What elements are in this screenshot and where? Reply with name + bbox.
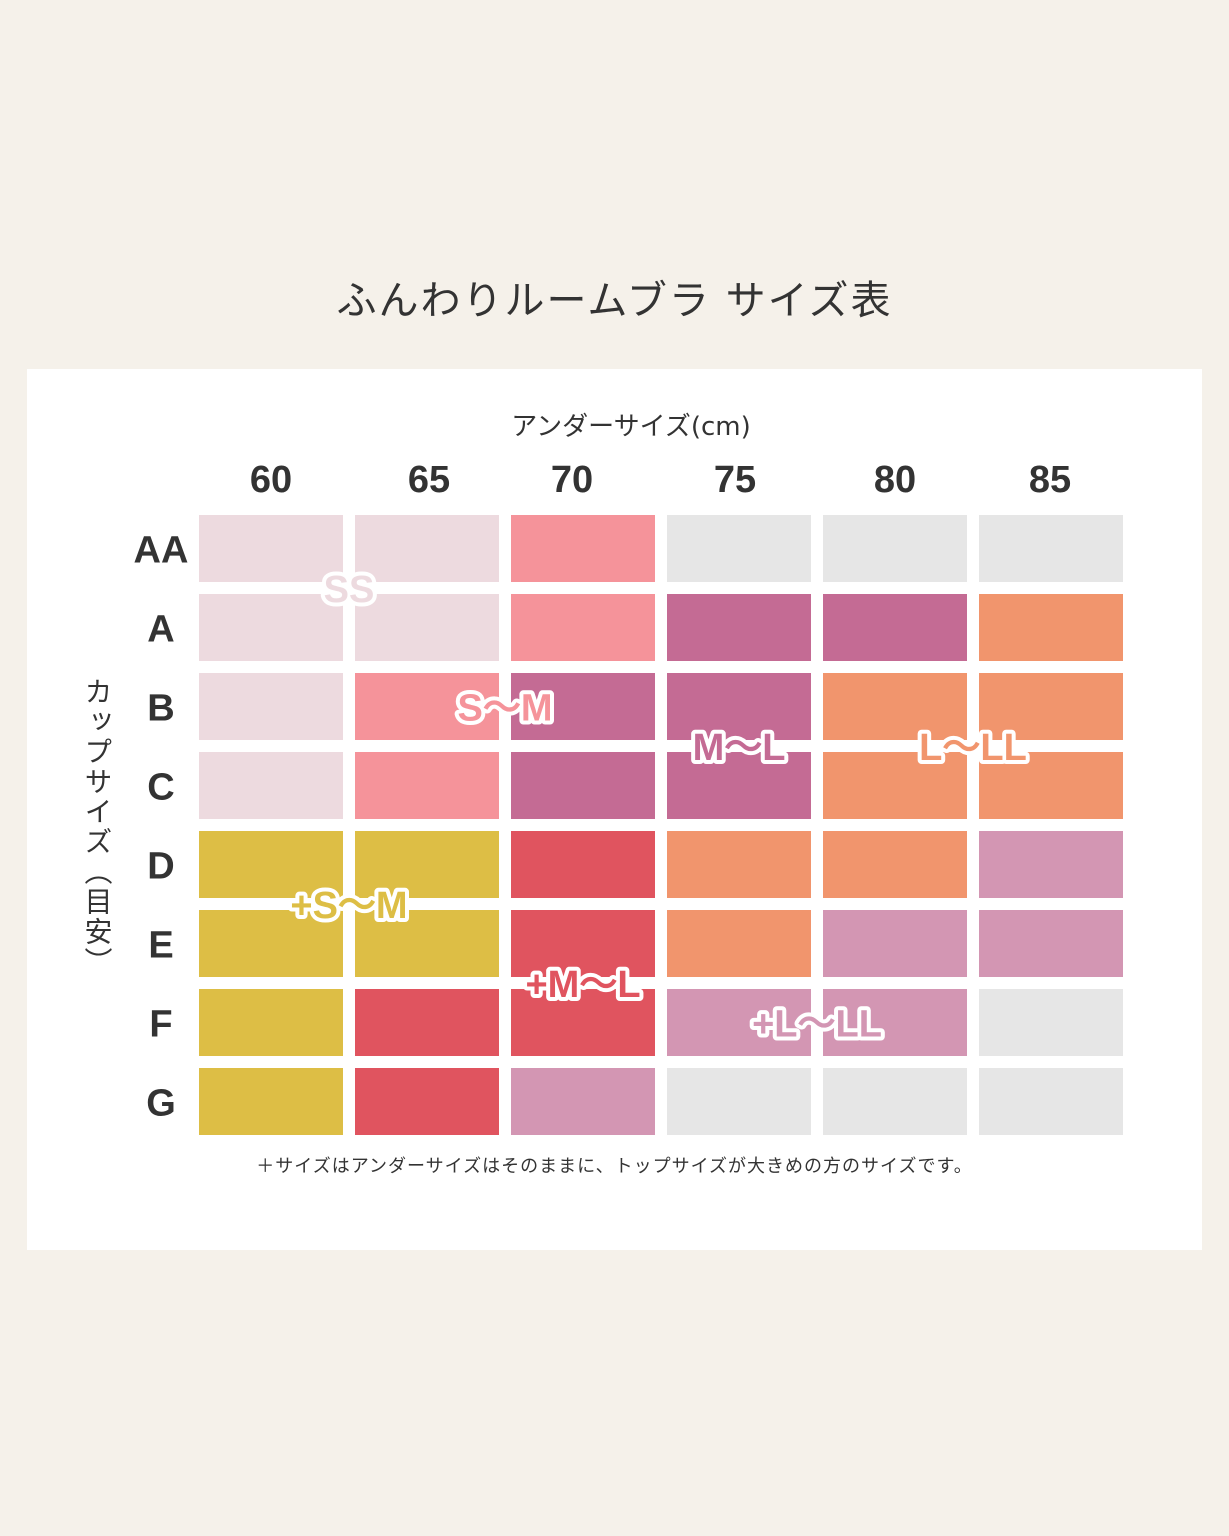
size-label: M～L (693, 727, 786, 769)
heatmap-cell (823, 515, 967, 582)
x-tick-label: 85 (1029, 459, 1071, 501)
heatmap-cell (511, 515, 655, 582)
y-tick-label: A (147, 609, 174, 651)
heatmap-cell (355, 752, 499, 819)
heatmap-cell (355, 1068, 499, 1135)
heatmap-cell (511, 1068, 655, 1135)
size-label: +M～L (525, 964, 640, 1006)
heatmap-cell (823, 989, 967, 1056)
x-tick-label: 75 (714, 459, 756, 501)
size-chart: アンダーサイズ(cm)60 65 70 75 80 85AAABCDEFGカップサイズ（目… (81, 412, 1123, 1135)
y-tick-label: F (149, 1004, 172, 1046)
heatmap-cell (823, 1068, 967, 1135)
heatmap-cell (823, 752, 967, 819)
heatmap-cell (355, 831, 499, 898)
size-label: L～LL (919, 727, 1027, 769)
heatmap-cell (667, 594, 811, 661)
y-tick-label: C (147, 767, 174, 809)
heatmap-cell (979, 594, 1123, 661)
y-tick-label: B (147, 688, 174, 730)
size-label: +L～LL (752, 1004, 882, 1046)
heatmap-cell (823, 831, 967, 898)
heatmap-cell (199, 673, 343, 740)
heatmap-cell (355, 515, 499, 582)
heatmap-cell (823, 594, 967, 661)
heatmap-cell (979, 752, 1123, 819)
page-title: ふんわりルームブラ サイズ表 (336, 278, 893, 324)
heatmap-cell (979, 515, 1123, 582)
heatmap-cell (667, 673, 811, 740)
heatmap-cell (511, 673, 655, 740)
heatmap-cell (355, 989, 499, 1056)
size-label: SS (324, 569, 375, 611)
heatmap-cell (979, 831, 1123, 898)
heatmap-cell (823, 910, 967, 977)
heatmap-cell (199, 989, 343, 1056)
heatmap-cell (511, 594, 655, 661)
y-tick-label: AA (134, 530, 189, 572)
heatmap-cell (199, 515, 343, 582)
heatmap-cell (979, 673, 1123, 740)
heatmap-cell (979, 989, 1123, 1056)
heatmap-cell (667, 831, 811, 898)
heatmap-cell (199, 831, 343, 898)
heatmap-cell (667, 515, 811, 582)
x-tick-label: 65 (408, 459, 450, 501)
size-label: +S～M (290, 885, 407, 927)
y-tick-label: E (148, 925, 173, 967)
x-tick-label: 70 (551, 459, 593, 501)
x-axis-label: アンダーサイズ(cm) (511, 412, 751, 442)
heatmap-cell (667, 752, 811, 819)
heatmap-cell (511, 910, 655, 977)
size-label: S～M (457, 688, 552, 730)
y-axis-label: カップサイズ（目安） (81, 677, 114, 977)
heatmap-cell (979, 910, 1123, 977)
y-tick-label: G (146, 1083, 176, 1125)
heatmap-cell (355, 910, 499, 977)
heatmap-cell (511, 831, 655, 898)
x-tick-label: 60 (250, 459, 292, 501)
heatmap-cell (199, 1068, 343, 1135)
heatmap-cell (667, 989, 811, 1056)
heatmap-cell (199, 752, 343, 819)
x-tick-label: 80 (874, 459, 916, 501)
heatmap-cell (199, 594, 343, 661)
heatmap-cell (511, 989, 655, 1056)
heatmap-cell (199, 910, 343, 977)
size-chart-card: アンダーサイズ(cm) 60 65 70 75 80 85 AA A B C D E F G カップサイズ（目… (27, 369, 1202, 1250)
footnote: ＋サイズはアンダーサイズはそのままに、トップサイズが大きめの方のサイズです。 (256, 1156, 973, 1177)
heatmap-cell (355, 594, 499, 661)
heatmap-cell (667, 1068, 811, 1135)
heatmap-cell (355, 673, 499, 740)
heatmap-cell (511, 752, 655, 819)
heatmap-cell (823, 673, 967, 740)
heatmap-cell (979, 1068, 1123, 1135)
y-tick-label: D (147, 846, 174, 888)
heatmap-cell (667, 910, 811, 977)
